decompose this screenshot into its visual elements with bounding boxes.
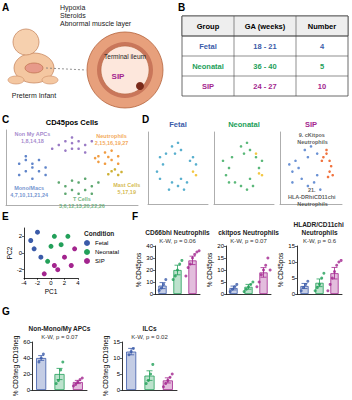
svg-text:21.: 21. <box>308 187 317 193</box>
svg-text:E: E <box>2 211 9 222</box>
svg-text:-2: -2 <box>17 267 23 273</box>
svg-text:4: 4 <box>320 42 325 51</box>
svg-text:2: 2 <box>19 233 23 239</box>
svg-text:Fetal: Fetal <box>169 120 187 129</box>
svg-text:% CD3neg CD19neg: % CD3neg CD19neg <box>102 335 110 396</box>
svg-text:40: 40 <box>23 355 30 361</box>
svg-text:HLA-DRhiCD11chi: HLA-DRhiCD11chi <box>288 194 337 200</box>
svg-text:2,15,16,19,27: 2,15,16,19,27 <box>95 140 129 146</box>
svg-text:% CD3neg CD19neg: % CD3neg CD19neg <box>12 335 20 396</box>
svg-text:Non-Mono/My APCs: Non-Mono/My APCs <box>29 325 91 333</box>
svg-text:3,6,12,13,20,22,26: 3,6,12,13,20,22,26 <box>59 203 105 209</box>
svg-text:5: 5 <box>320 62 324 71</box>
svg-text:% CD45pos: % CD45pos <box>206 252 214 287</box>
svg-text:ILCs: ILCs <box>142 325 156 332</box>
svg-text:GA (weeks): GA (weeks) <box>245 22 286 31</box>
svg-text:-2: -2 <box>35 280 41 286</box>
svg-text:60: 60 <box>23 339 30 345</box>
svg-text:Steroids: Steroids <box>60 12 86 19</box>
svg-text:A: A <box>2 2 9 13</box>
svg-text:Neonatal: Neonatal <box>228 120 260 129</box>
svg-text:24 - 27: 24 - 27 <box>253 82 276 91</box>
svg-text:15: 15 <box>288 243 295 249</box>
svg-text:Terminal ileum: Terminal ileum <box>104 53 146 60</box>
svg-text:0: 0 <box>27 387 31 393</box>
svg-text:5,17,19: 5,17,19 <box>118 189 136 195</box>
svg-text:20: 20 <box>23 371 30 377</box>
svg-text:Group: Group <box>197 22 220 31</box>
svg-text:20: 20 <box>146 267 153 273</box>
svg-text:5: 5 <box>117 371 121 377</box>
svg-text:10: 10 <box>113 355 120 361</box>
svg-text:9. cKitpos: 9. cKitpos <box>299 132 327 138</box>
svg-text:SIP: SIP <box>305 120 317 129</box>
svg-text:1,8,14,18: 1,8,14,18 <box>21 138 44 144</box>
svg-text:-4: -4 <box>21 280 27 286</box>
svg-text:20: 20 <box>217 243 224 249</box>
svg-text:15: 15 <box>217 255 224 261</box>
svg-text:0: 0 <box>221 291 225 297</box>
svg-text:SIP: SIP <box>95 258 105 264</box>
svg-text:PC2: PC2 <box>6 246 13 259</box>
svg-text:Neutrophils: Neutrophils <box>96 133 127 139</box>
svg-text:CD66bhi Neutrophils: CD66bhi Neutrophils <box>145 229 210 237</box>
svg-text:10: 10 <box>318 82 326 91</box>
svg-text:K-W, p = 0.02: K-W, p = 0.02 <box>131 334 168 340</box>
svg-text:D: D <box>142 114 149 125</box>
svg-text:0: 0 <box>117 387 121 393</box>
svg-text:T Cells: T Cells <box>73 196 91 202</box>
svg-text:Abnormal muscle layer: Abnormal muscle layer <box>60 20 132 28</box>
svg-text:ckitpos Neutrophils: ckitpos Neutrophils <box>218 229 279 237</box>
svg-text:30: 30 <box>146 255 153 261</box>
svg-text:SIP: SIP <box>202 82 214 91</box>
svg-text:% CD45pos: % CD45pos <box>135 252 143 287</box>
svg-text:PC1: PC1 <box>45 288 58 295</box>
svg-text:2: 2 <box>63 280 67 286</box>
svg-text:SIP: SIP <box>112 72 126 81</box>
svg-text:Mast Cells: Mast Cells <box>113 182 140 188</box>
svg-text:F: F <box>132 211 138 222</box>
svg-text:CD45pos Cells: CD45pos Cells <box>46 118 99 127</box>
svg-text:K-W, p = 0.07: K-W, p = 0.07 <box>230 238 267 244</box>
svg-text:Fetal: Fetal <box>95 240 108 246</box>
svg-text:0: 0 <box>49 280 53 286</box>
svg-text:10: 10 <box>217 267 224 273</box>
svg-text:36 - 40: 36 - 40 <box>253 62 276 71</box>
svg-text:Neonatal: Neonatal <box>95 249 119 255</box>
svg-text:40: 40 <box>146 243 153 249</box>
svg-text:B: B <box>178 2 185 13</box>
svg-text:15: 15 <box>113 339 120 345</box>
svg-text:Hypoxia: Hypoxia <box>60 4 85 12</box>
svg-text:10: 10 <box>146 279 153 285</box>
svg-text:18 - 21: 18 - 21 <box>253 42 276 51</box>
svg-text:K-W, p = 0.6: K-W, p = 0.6 <box>303 238 337 244</box>
svg-text:4,7,10,11,21,24: 4,7,10,11,21,24 <box>10 192 49 198</box>
svg-text:Neutrophils: Neutrophils <box>301 229 337 237</box>
svg-text:Condition: Condition <box>84 230 114 237</box>
svg-text:Neutrophils: Neutrophils <box>297 201 328 207</box>
svg-text:0: 0 <box>150 291 154 297</box>
svg-text:0: 0 <box>292 291 296 297</box>
svg-text:5: 5 <box>292 275 296 281</box>
svg-text:Neonatal: Neonatal <box>192 62 224 71</box>
svg-text:0: 0 <box>19 250 23 256</box>
svg-text:Neutrophils: Neutrophils <box>297 139 328 145</box>
svg-text:HLADR/CD11chi: HLADR/CD11chi <box>293 221 345 228</box>
svg-text:Mono/Macs: Mono/Macs <box>14 185 44 191</box>
svg-text:Preterm Infant: Preterm Infant <box>12 92 56 99</box>
svg-text:K-W, p = 0.07: K-W, p = 0.07 <box>41 334 78 340</box>
svg-text:5: 5 <box>221 279 225 285</box>
svg-text:% CD45pos: % CD45pos <box>277 252 285 287</box>
svg-text:K-W, p = 0.06: K-W, p = 0.06 <box>159 238 196 244</box>
svg-text:Non My APCs: Non My APCs <box>14 131 50 137</box>
svg-text:4: 4 <box>76 280 80 286</box>
svg-text:Fetal: Fetal <box>199 42 217 51</box>
svg-text:Number: Number <box>308 22 336 31</box>
svg-text:C: C <box>2 114 9 125</box>
svg-text:G: G <box>2 306 10 317</box>
svg-text:10: 10 <box>288 259 295 265</box>
